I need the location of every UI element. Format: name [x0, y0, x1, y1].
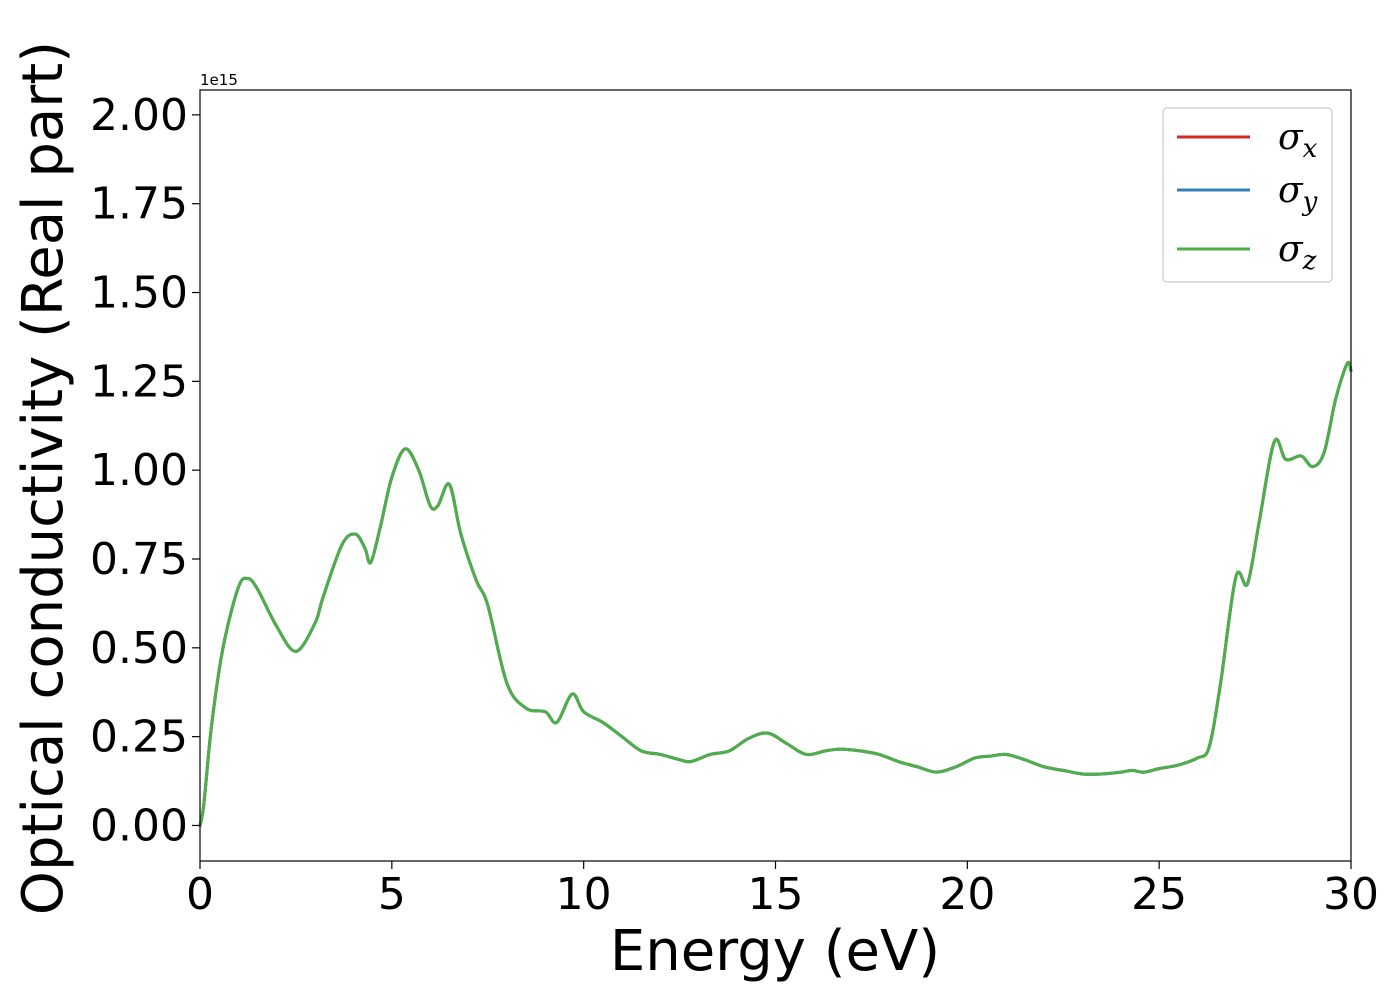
y-tick-label: 0.50	[90, 623, 188, 674]
y-tick-label: 0.00	[90, 800, 188, 851]
x-axis-title: Energy (eV)	[610, 919, 940, 984]
y-tick-label: 2.00	[90, 90, 188, 141]
x-tick-label: 30	[1323, 869, 1379, 920]
y-axis: 0.00 0.25 0.50 0.75 1.00 1.25 1.50 1.75 2.00	[90, 90, 200, 852]
x-axis: 0 5 10 15 20 25 30	[186, 861, 1379, 920]
y-axis-title: Optical conductivity (Real part)	[11, 41, 76, 915]
y-tick-label: 1.00	[90, 445, 188, 496]
x-tick-label: 10	[556, 869, 612, 920]
y-tick-label: 0.75	[90, 534, 188, 585]
y-tick-label: 1.25	[90, 356, 188, 407]
y-tick-label: 1.50	[90, 268, 188, 319]
x-tick-label: 15	[748, 869, 804, 920]
y-tick-label: 1.75	[90, 179, 188, 230]
x-tick-label: 5	[378, 869, 406, 920]
x-tick-label: 20	[939, 869, 995, 920]
x-tick-label: 25	[1131, 869, 1187, 920]
y-tick-label: 0.25	[90, 712, 188, 763]
y-offset-label: 1e15	[200, 71, 238, 89]
x-tick-label: 0	[186, 869, 214, 920]
